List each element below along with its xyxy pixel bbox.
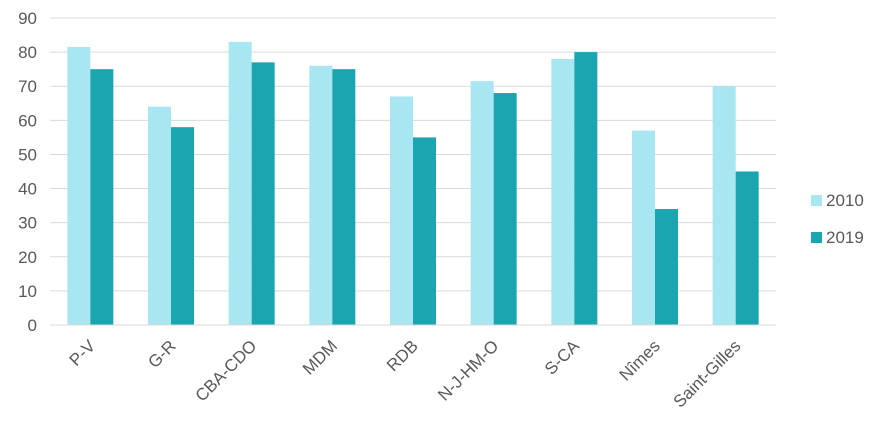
bars — [67, 41, 759, 326]
x-axis-ticks: P-V G-R CBA-CDO MDM RDB N-J-HM-O S-CA Nîmes Sain… — [66, 336, 745, 411]
bar-2019-g-r — [171, 127, 194, 326]
bar-2010-mdm — [309, 65, 333, 325]
bar-2019-cba-cdo — [251, 62, 275, 325]
bar-2010-rdb — [390, 96, 413, 325]
bar-2010-saint-gilles — [712, 86, 736, 325]
y-tick-label: 10 — [18, 282, 37, 301]
x-tick-label: Saint-Gilles — [670, 336, 745, 411]
legend: 2010 2019 — [811, 191, 864, 247]
legend-label: 2010 — [826, 191, 864, 210]
y-tick-label: 60 — [18, 111, 37, 130]
bar-2010-cba-cdo — [228, 41, 252, 325]
y-tick-label: 30 — [18, 214, 37, 233]
y-tick-label: 80 — [18, 43, 37, 62]
bar-2010-g-r — [148, 106, 171, 325]
legend-swatch — [811, 232, 822, 243]
y-tick-label: 20 — [18, 248, 37, 267]
x-tick-label: N-J-HM-O — [434, 336, 502, 404]
bar-2019-mdm — [332, 69, 356, 326]
y-tick-label: 70 — [18, 77, 37, 96]
x-tick-label: MDM — [299, 336, 341, 378]
y-tick-label: 90 — [18, 9, 37, 28]
bar-2019-s-ca — [574, 52, 598, 325]
x-tick-label: Nîmes — [616, 336, 664, 384]
bar-2019-nîmes — [655, 209, 678, 325]
bar-2010-s-ca — [551, 58, 575, 325]
legend-swatch — [811, 195, 822, 206]
x-tick-label: P-V — [66, 336, 100, 370]
bar-2010-nîmes — [632, 130, 655, 325]
bar-2019-n-j-hm-o — [493, 93, 517, 326]
y-axis-ticks: 0 10 20 30 40 50 60 70 80 90 — [18, 9, 37, 335]
bar-2010-n-j-hm-o — [470, 81, 494, 325]
legend-item: 2019 — [811, 228, 864, 247]
legend-label: 2019 — [826, 228, 864, 247]
x-tick-label: G-R — [144, 336, 179, 371]
bar-2019-saint-gilles — [735, 171, 759, 325]
x-tick-label: S-CA — [541, 336, 584, 379]
y-tick-label: 50 — [18, 145, 37, 164]
bar-2019-p-v — [90, 69, 114, 326]
x-tick-label: CBA-CDO — [192, 336, 261, 405]
y-tick-label: 0 — [28, 316, 37, 335]
bar-2019-rdb — [413, 137, 436, 325]
bar-2010-p-v — [67, 46, 91, 325]
y-tick-label: 40 — [18, 180, 37, 199]
x-tick-label: RDB — [383, 336, 422, 375]
legend-item: 2010 — [811, 191, 864, 210]
